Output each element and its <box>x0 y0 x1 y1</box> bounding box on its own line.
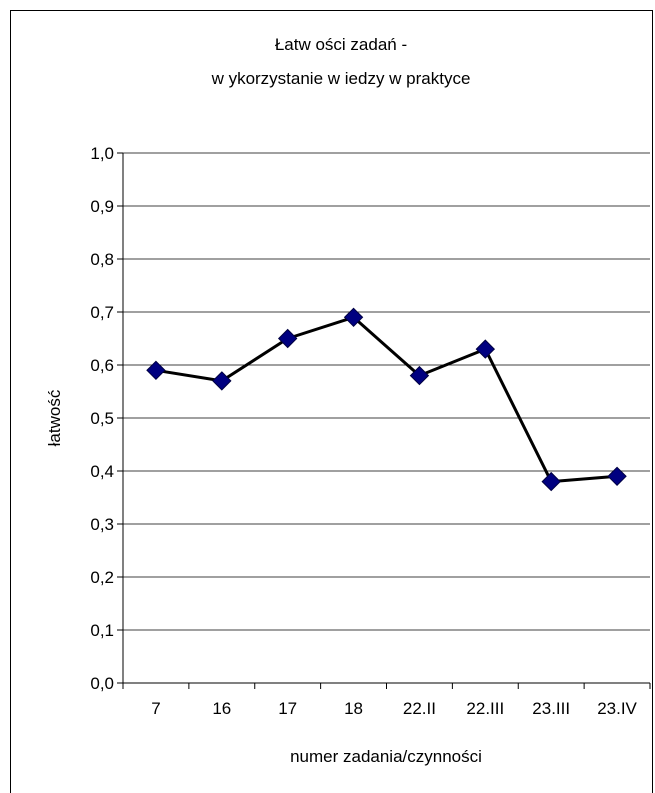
axes <box>117 152 651 689</box>
x-tick-label: 16 <box>212 699 231 718</box>
y-tick-label: 0,1 <box>90 621 114 640</box>
x-tick-label: 17 <box>278 699 297 718</box>
data-point-marker <box>277 328 298 349</box>
series-line <box>155 315 618 484</box>
x-tick-label: 23.IV <box>597 699 637 718</box>
y-tick-labels: 0,0 0,1 0,2 0,3 0,4 0,5 0,6 0,7 0,8 0,9 1,0 <box>90 144 114 693</box>
y-tick-label: 0,2 <box>90 568 114 587</box>
data-point-marker <box>146 360 166 381</box>
y-tick-label: 0,8 <box>90 250 114 269</box>
chart-title-line-2: w ykorzystanie w iedzy w praktyce <box>211 69 471 88</box>
y-tick-label: 0,7 <box>90 303 114 322</box>
gridlines <box>123 152 650 631</box>
data-point-marker <box>212 371 232 391</box>
x-axis-label: numer zadania/czynności <box>290 747 482 766</box>
data-series <box>146 307 627 492</box>
y-tick-label: 1,0 <box>90 144 114 163</box>
x-tick-label: 22.III <box>466 699 504 718</box>
data-point-marker <box>607 466 627 487</box>
data-point-marker <box>541 471 561 492</box>
x-tick-label: 18 <box>344 699 363 718</box>
y-tick-label: 0,0 <box>90 674 114 693</box>
x-tick-label: 22.II <box>403 699 436 718</box>
y-tick-label: 0,6 <box>90 356 114 375</box>
y-axis-label: łatwość <box>45 389 64 446</box>
x-tick-label: 23.III <box>532 699 570 718</box>
data-point-marker <box>343 307 364 328</box>
chart-frame <box>10 10 653 793</box>
chart-title-line-1: Łatw ości zadań - <box>275 35 407 54</box>
y-tick-label: 0,5 <box>90 409 114 428</box>
x-tick-labels: 7 16 17 18 22.II 22.III 23.III 23.IV <box>151 699 637 718</box>
x-tick-label: 7 <box>151 699 160 718</box>
y-tick-label: 0,9 <box>90 197 114 216</box>
data-point-marker <box>475 339 496 359</box>
y-tick-label: 0,4 <box>90 462 114 481</box>
y-tick-label: 0,3 <box>90 515 114 534</box>
data-point-marker <box>409 365 430 386</box>
